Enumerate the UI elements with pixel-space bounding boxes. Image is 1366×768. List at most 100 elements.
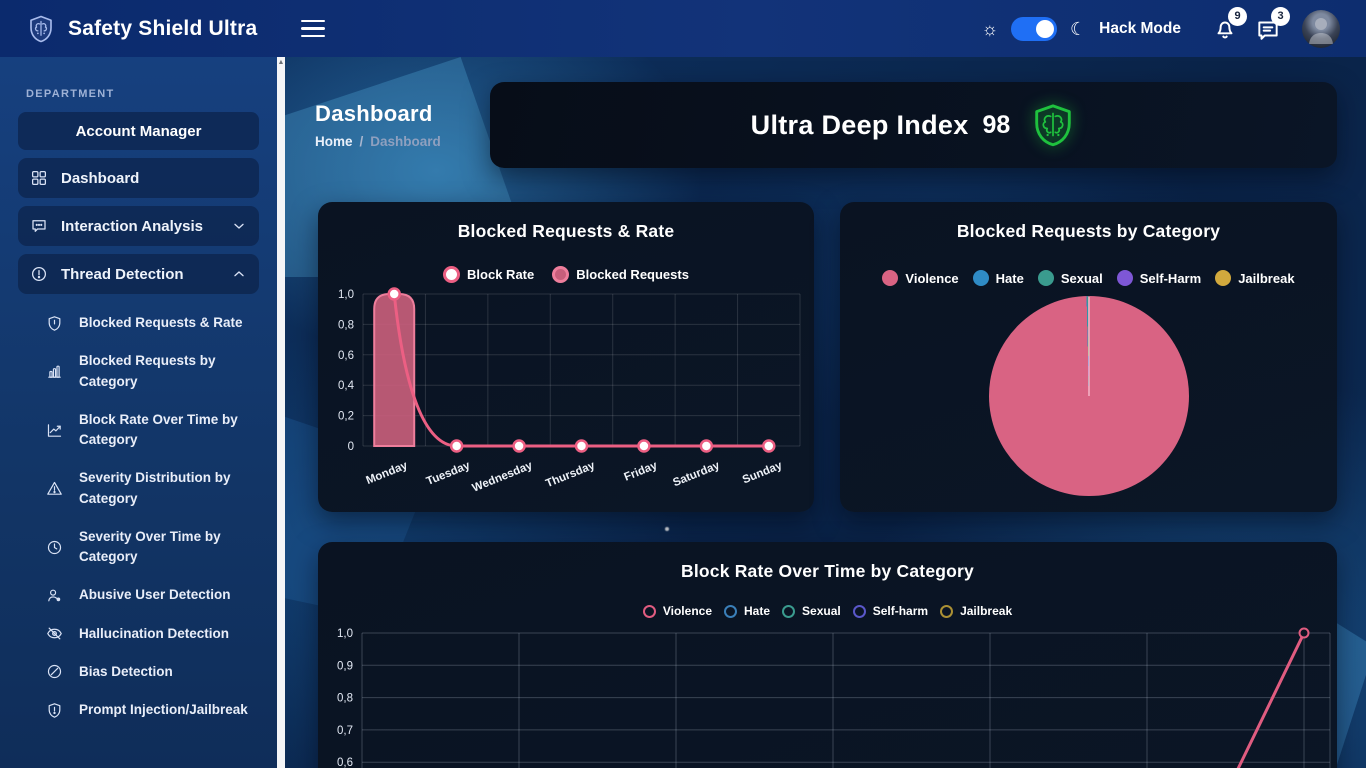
svg-text:1,0: 1,0 — [337, 628, 353, 640]
pie-slice-divider — [1087, 297, 1090, 396]
department-select[interactable]: Account Manager — [18, 112, 259, 150]
index-title: Ultra Deep Index — [750, 109, 969, 140]
legend-item-block-rate[interactable]: Block Rate — [443, 266, 534, 283]
legend-label: Violence — [905, 270, 959, 286]
chart-title: Block Rate Over Time by Category — [681, 561, 974, 581]
sidebar-subitem-prompt-injection-jailbreak[interactable]: Prompt Injection/Jailbreak — [18, 691, 259, 729]
sidebar-item-dashboard[interactable]: Dashboard — [18, 158, 259, 198]
svg-text:0,8: 0,8 — [338, 319, 354, 331]
department-label: DEPARTMENT — [26, 88, 115, 100]
ultra-deep-index-card: Ultra Deep Index 98 — [490, 82, 1337, 168]
sun-icon: ☼ — [981, 18, 999, 39]
menu-toggle-button[interactable] — [297, 16, 329, 42]
sidebar-item-thread-detection[interactable]: Thread Detection — [18, 254, 259, 294]
sidebar-subitem-label: Hallucination Detection — [79, 625, 230, 641]
scrollbar-up-arrow[interactable]: ▲ — [277, 59, 285, 66]
breadcrumb-current: Dashboard — [370, 134, 441, 149]
legend-label: Sexual — [802, 604, 841, 618]
brand: Safety Shield Ultra — [26, 14, 257, 44]
legend-item-violence[interactable]: Violence — [882, 270, 959, 286]
sidebar-subitem-blocked-requests-rate[interactable]: Blocked Requests & Rate — [18, 304, 259, 342]
legend-item-hate[interactable]: Hate — [724, 604, 770, 618]
legend-label: Hate — [995, 270, 1024, 286]
legend-marker — [1037, 270, 1054, 286]
legend-marker — [724, 604, 737, 618]
chart-title: Blocked Requests & Rate — [457, 221, 675, 241]
legend-label: Violence — [662, 604, 712, 618]
main-content: Dashboard Home / Dashboard Ultra Deep In… — [285, 57, 1366, 768]
legend-label: Blocked Requests — [576, 267, 689, 282]
sidebar-subitem-abusive-user-detection[interactable]: Abusive User Detection — [18, 576, 259, 614]
sidebar-subitem-severity-over-time[interactable]: Severity Over Time by Category — [18, 518, 259, 577]
legend-item-sexual[interactable]: Sexual — [1037, 270, 1103, 286]
sidebar-subitem-hallucination-detection[interactable]: Hallucination Detection — [18, 615, 259, 653]
eye-off-icon — [46, 625, 63, 642]
legend-marker — [1215, 270, 1232, 286]
user-avatar[interactable] — [1302, 9, 1340, 48]
breadcrumb: Home / Dashboard — [315, 134, 441, 149]
legend-item-jailbreak[interactable]: Jailbreak — [1215, 270, 1295, 286]
legend-marker — [552, 266, 570, 283]
legend-marker — [1116, 270, 1133, 286]
sidebar-subitem-label: Severity Distribution by Category — [79, 470, 231, 506]
svg-text:0,9: 0,9 — [337, 660, 353, 672]
chart-title: Blocked Requests by Category — [956, 221, 1221, 241]
sidebar-item-interaction-analysis[interactable]: Interaction Analysis — [18, 206, 259, 246]
legend-label: Self-harm — [872, 604, 929, 618]
sidebar-subitem-label: Severity Over Time by Category — [79, 528, 221, 564]
breadcrumb-home[interactable]: Home — [315, 134, 353, 149]
legend-marker — [882, 270, 899, 286]
svg-text:1,0: 1,0 — [338, 289, 354, 301]
top-navbar: Safety Shield Ultra ☼ ☾ Hack Mode 9 — [0, 0, 1366, 57]
clock-icon — [46, 539, 63, 556]
chevron-up-icon — [231, 266, 247, 282]
sidebar-item-label: Thread Detection — [61, 265, 184, 283]
sidebar-subitem-bias-detection[interactable]: Bias Detection — [18, 653, 259, 691]
sidebar-subitem-severity-distribution[interactable]: Severity Distribution by Category — [18, 459, 259, 518]
legend-item-jailbreak[interactable]: Jailbreak — [940, 604, 1012, 618]
user-alert-icon — [46, 587, 63, 604]
legend-item-sexual[interactable]: Sexual — [782, 604, 841, 618]
sidebar-subitem-label: Prompt Injection/Jailbreak — [79, 702, 248, 717]
chart-legend: Block Rate Blocked Requests — [318, 266, 814, 283]
legend-item-hate[interactable]: Hate — [972, 270, 1024, 286]
chart-legend: Violence Hate Sexual Self-Harm Jailbreak — [840, 270, 1337, 286]
legend-label: Jailbreak — [960, 604, 1013, 618]
legend-marker — [852, 604, 866, 618]
sidebar-subitem-block-rate-over-time[interactable]: Block Rate Over Time by Category — [18, 401, 259, 460]
legend-label: Hate — [744, 604, 771, 618]
bell-icon — [1212, 16, 1238, 42]
legend-item-violence[interactable]: Violence — [642, 604, 712, 618]
chart-legend: Violence Hate Sexual Self-harm Jailbreak — [318, 604, 1337, 618]
messages-button[interactable]: 3 — [1253, 6, 1290, 44]
page-title: Dashboard — [315, 101, 433, 126]
notifications-button[interactable]: 9 — [1210, 6, 1247, 44]
legend-item-blocked-requests[interactable]: Blocked Requests — [552, 266, 689, 283]
svg-text:0,6: 0,6 — [337, 757, 353, 768]
moon-icon: ☾ — [1070, 18, 1087, 39]
svg-text:Monday: Monday — [365, 459, 410, 487]
svg-text:Friday: Friday — [623, 459, 660, 483]
grid-icon — [30, 169, 48, 187]
sidebar-subitem-label: Abusive User Detection — [79, 587, 231, 603]
blocked-requests-rate-card: Blocked Requests & Rate Block Rate Block… — [318, 202, 814, 512]
svg-text:Thursday: Thursday — [544, 459, 597, 490]
chevron-down-icon — [231, 218, 247, 234]
svg-text:0,6: 0,6 — [338, 350, 354, 362]
legend-item-self-harm[interactable]: Self-Harm — [1116, 270, 1201, 286]
block-rate-over-time-card: Block Rate Over Time by Category Violenc… — [318, 542, 1337, 768]
svg-text:0,7: 0,7 — [337, 725, 353, 737]
theme-toggle[interactable] — [1011, 16, 1058, 41]
legend-marker — [642, 604, 656, 618]
warning-triangle-icon — [46, 480, 63, 497]
sidebar-subitem-blocked-requests-by-category[interactable]: Blocked Requests by Category — [18, 342, 259, 401]
svg-text:0,4: 0,4 — [338, 380, 355, 392]
sidebar-scrollbar[interactable]: ▲ — [277, 57, 285, 768]
blocked-requests-category-card: Blocked Requests by Category Violence Ha… — [840, 202, 1337, 512]
hack-mode-label: Hack Mode — [1099, 19, 1181, 37]
sidebar-subitem-label: Blocked Requests & Rate — [79, 315, 243, 330]
legend-item-self-harm[interactable]: Self-harm — [852, 604, 929, 618]
breadcrumb-separator: / — [359, 134, 364, 149]
page-header: Dashboard Home / Dashboard — [315, 101, 441, 149]
